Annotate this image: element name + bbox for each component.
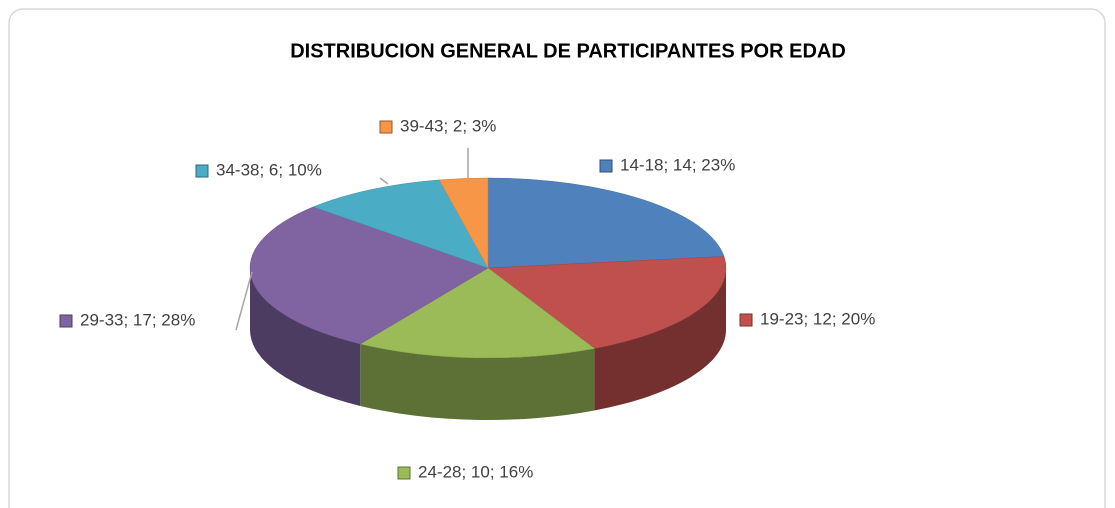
data-label: 39-43; 2; 3% — [400, 116, 496, 135]
slice — [312, 179, 489, 269]
slice — [359, 267, 596, 359]
chart-title: DISTRIBUCION GENERAL DE PARTICIPANTES PO… — [290, 40, 846, 62]
slice-side — [594, 268, 726, 411]
legend-key — [599, 159, 613, 173]
leader-line — [379, 177, 389, 185]
data-label: 34-38; 6; 10% — [216, 160, 322, 179]
legend-key — [379, 120, 393, 134]
leader-line — [235, 271, 253, 331]
legend-key — [195, 164, 209, 178]
slice — [249, 206, 489, 345]
slice — [487, 256, 727, 349]
legend-key — [59, 314, 73, 328]
pie — [249, 177, 727, 420]
labels: 14-18; 14; 23% 19-23; 12; 20% 24-28; 10; 1… — [59, 116, 875, 481]
data-label: 29-33; 17; 28% — [80, 310, 195, 329]
slice-side — [250, 268, 361, 406]
data-label: 19-23; 12; 20% — [760, 309, 875, 328]
data-label: 24-28; 10; 16% — [418, 462, 533, 481]
data-label: 14-18; 14; 23% — [620, 155, 735, 174]
slice — [438, 177, 489, 269]
legend-key — [739, 313, 753, 327]
slice — [487, 177, 725, 269]
legend-key — [397, 466, 411, 480]
slice-side — [360, 343, 595, 420]
